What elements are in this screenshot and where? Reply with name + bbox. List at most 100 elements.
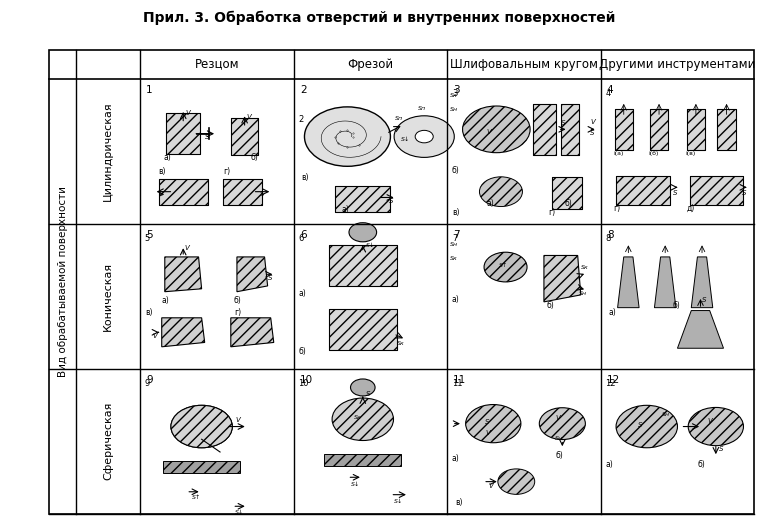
- Text: S: S: [260, 191, 265, 197]
- Text: б): б): [234, 296, 242, 305]
- Text: Sн: Sн: [450, 242, 459, 247]
- Text: S: S: [702, 297, 706, 303]
- Text: S: S: [742, 190, 747, 195]
- Text: S↓: S↓: [350, 482, 360, 487]
- Text: a): a): [486, 199, 494, 208]
- Text: Sн: Sн: [450, 107, 459, 112]
- Bar: [690, 176, 744, 205]
- Text: д): д): [687, 203, 695, 213]
- Text: Цилиндрическая: Цилиндрическая: [103, 101, 113, 201]
- Text: б): б): [697, 460, 705, 469]
- Text: 4: 4: [606, 89, 611, 98]
- Bar: [223, 179, 262, 205]
- Text: a): a): [452, 295, 459, 304]
- Text: V: V: [152, 333, 157, 339]
- Bar: [163, 461, 240, 473]
- Text: Резцом: Резцом: [195, 58, 240, 71]
- Text: а): а): [606, 460, 613, 469]
- Text: S↓: S↓: [393, 499, 402, 505]
- Polygon shape: [230, 318, 274, 347]
- Text: в): в): [145, 308, 152, 317]
- Bar: [561, 104, 579, 155]
- Text: a): a): [163, 153, 171, 162]
- Text: Прил. 3. Обработка отверстий и внутренних поверхностей: Прил. 3. Обработка отверстий и внутренни…: [143, 11, 615, 26]
- Text: г): г): [613, 203, 620, 213]
- Text: S: S: [389, 198, 393, 204]
- Polygon shape: [654, 257, 676, 308]
- Circle shape: [332, 398, 393, 441]
- Text: V: V: [590, 118, 595, 125]
- Bar: [324, 454, 401, 466]
- Text: 10: 10: [299, 379, 309, 388]
- Polygon shape: [237, 257, 268, 292]
- Text: V: V: [246, 114, 251, 120]
- Text: 3: 3: [453, 85, 460, 95]
- Bar: [223, 179, 262, 205]
- Polygon shape: [544, 256, 581, 302]
- Bar: [329, 309, 396, 350]
- Text: Sп: Sп: [418, 105, 426, 111]
- Circle shape: [539, 408, 585, 440]
- Bar: [166, 113, 200, 154]
- Text: 6: 6: [299, 230, 306, 240]
- Polygon shape: [691, 257, 713, 308]
- Circle shape: [350, 379, 375, 396]
- Circle shape: [462, 106, 530, 152]
- Text: i(б): i(б): [648, 151, 659, 157]
- Bar: [690, 176, 744, 205]
- Text: 9: 9: [145, 379, 150, 388]
- Polygon shape: [678, 311, 723, 348]
- Circle shape: [305, 107, 390, 166]
- Text: S: S: [673, 190, 678, 195]
- Text: S: S: [205, 135, 210, 140]
- Text: в): в): [452, 208, 459, 217]
- Text: a): a): [299, 289, 306, 298]
- Bar: [335, 186, 390, 212]
- Circle shape: [616, 406, 678, 447]
- Text: 1: 1: [146, 85, 153, 95]
- Text: г): г): [223, 167, 230, 176]
- Text: S↓: S↓: [401, 137, 410, 142]
- Circle shape: [465, 405, 521, 443]
- Text: Sк: Sк: [450, 256, 458, 260]
- Text: Коническая: Коническая: [103, 261, 113, 331]
- Text: в): в): [302, 173, 309, 182]
- Text: 6: 6: [299, 234, 304, 243]
- Text: 8: 8: [606, 230, 613, 240]
- Text: 2: 2: [299, 115, 304, 124]
- Text: Sк: Sк: [353, 416, 362, 420]
- Bar: [650, 109, 669, 150]
- Text: a): a): [341, 205, 349, 214]
- Bar: [166, 113, 200, 154]
- Text: S↑: S↑: [193, 495, 202, 500]
- Bar: [552, 177, 582, 209]
- Text: 10: 10: [299, 375, 313, 385]
- Bar: [533, 104, 556, 155]
- Circle shape: [171, 406, 233, 447]
- Text: a): a): [452, 454, 459, 463]
- Circle shape: [349, 223, 377, 242]
- Circle shape: [394, 116, 454, 157]
- Text: S: S: [366, 391, 371, 397]
- Text: Sн: Sн: [662, 412, 670, 417]
- Polygon shape: [618, 257, 639, 308]
- Text: б): б): [451, 166, 459, 175]
- Text: V: V: [707, 418, 713, 424]
- Text: S↓: S↓: [236, 509, 245, 515]
- Bar: [158, 179, 208, 205]
- Text: S: S: [561, 120, 565, 126]
- Text: 12: 12: [606, 379, 615, 388]
- Text: Фрезой: Фрезой: [347, 58, 393, 71]
- Circle shape: [484, 252, 527, 282]
- Text: S: S: [590, 130, 594, 136]
- Bar: [329, 309, 396, 350]
- Text: S: S: [719, 446, 723, 452]
- Bar: [650, 109, 669, 150]
- Text: б): б): [673, 301, 681, 310]
- Text: б): б): [556, 452, 563, 461]
- Text: Sп: Sп: [395, 116, 402, 121]
- Bar: [49, 50, 754, 514]
- Text: 9: 9: [146, 375, 153, 385]
- Bar: [335, 186, 390, 212]
- Bar: [329, 245, 396, 286]
